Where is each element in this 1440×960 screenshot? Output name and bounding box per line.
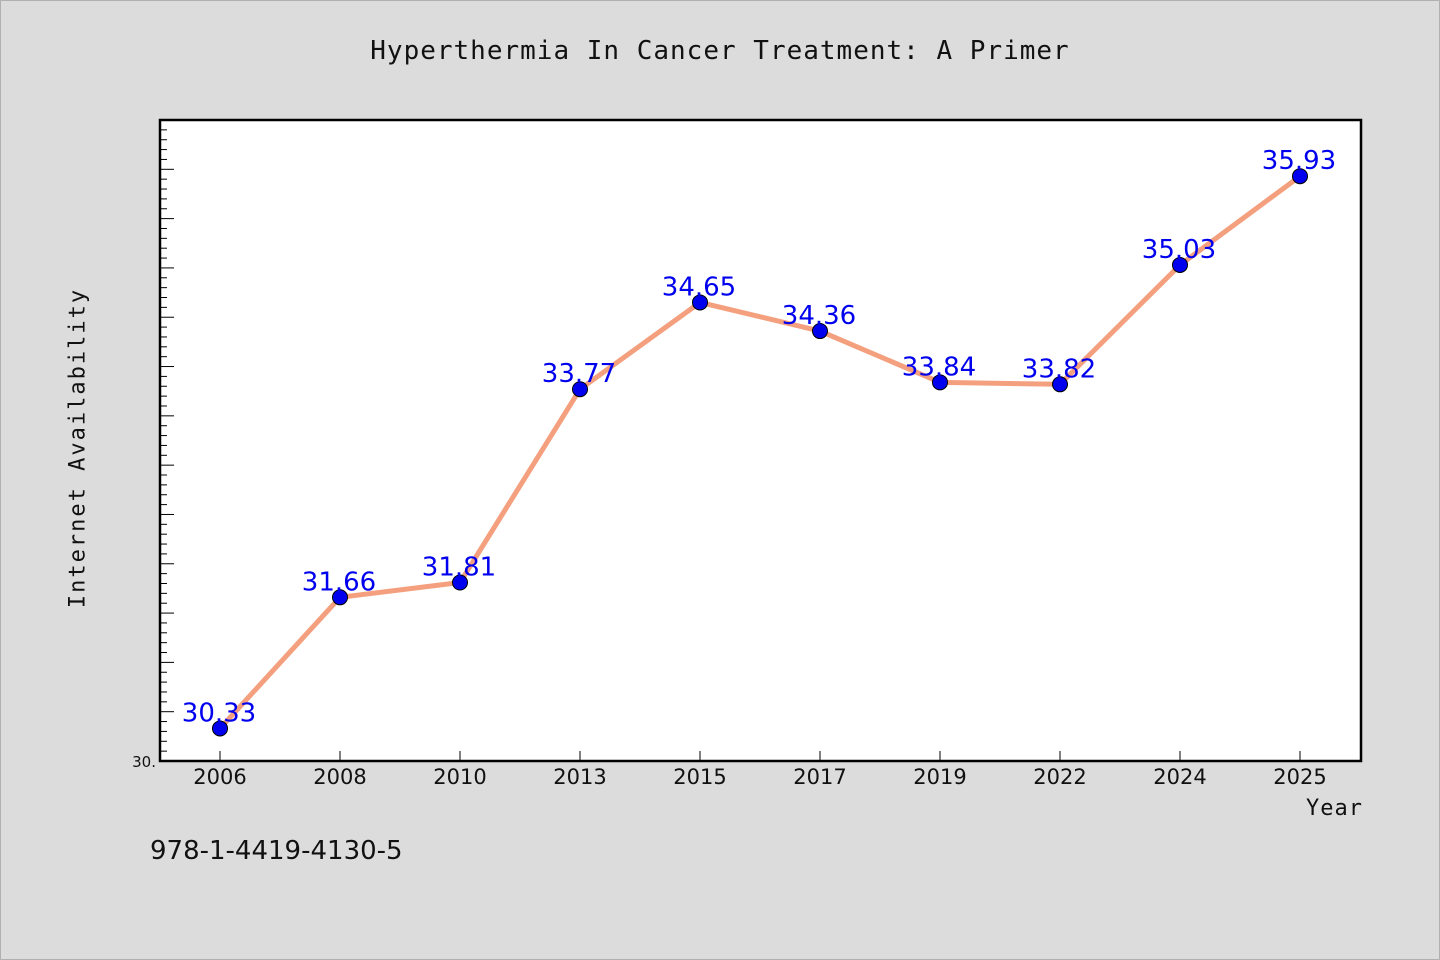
data-label: 33.77 bbox=[542, 359, 616, 389]
data-label: 31.81 bbox=[422, 553, 496, 583]
x-tick-label: 2006 bbox=[193, 765, 246, 789]
data-point bbox=[692, 294, 708, 311]
x-tick-label: 2019 bbox=[913, 765, 966, 789]
data-label: 35.93 bbox=[1262, 146, 1336, 176]
data-point bbox=[1172, 256, 1188, 273]
data-point bbox=[1052, 376, 1068, 393]
series-line bbox=[217, 173, 1303, 731]
series-group: 30.33 31.66 31.81 33.77 34.65 34.36 33.84 33.82… bbox=[182, 146, 1336, 737]
data-label: 30.33 bbox=[182, 698, 256, 728]
x-tick-label: 2025 bbox=[1273, 765, 1326, 789]
data-point bbox=[332, 589, 348, 606]
data-point bbox=[212, 720, 228, 737]
x-tick-label: 2024 bbox=[1153, 765, 1206, 789]
x-axis-ticks: 2006 2008 2010 2013 2015 2017 2019 2022 2024 2025 bbox=[193, 751, 1327, 789]
data-point bbox=[452, 574, 468, 591]
x-tick-label: 2010 bbox=[433, 765, 486, 789]
x-tick-label: 2013 bbox=[553, 765, 606, 789]
chart-title: Hyperthermia In Cancer Treatment: A Prim… bbox=[370, 36, 1070, 66]
data-label: 34.65 bbox=[662, 272, 736, 302]
x-axis-label: Year bbox=[1306, 796, 1363, 821]
data-label: 31.66 bbox=[302, 567, 376, 597]
isbn-footnote: 978-1-4419-4130-5 bbox=[150, 836, 403, 866]
x-tick-label: 2008 bbox=[313, 765, 366, 789]
plot-frame bbox=[158, 118, 1363, 763]
x-tick-label: 2017 bbox=[793, 765, 846, 789]
data-point bbox=[1292, 168, 1308, 185]
data-label: 33.84 bbox=[902, 352, 976, 382]
x-tick-label: 2015 bbox=[673, 765, 726, 789]
data-label: 34.36 bbox=[782, 301, 856, 331]
x-tick-label: 2022 bbox=[1033, 765, 1086, 789]
y-axis-ticks: 30. bbox=[132, 119, 174, 771]
data-point bbox=[932, 374, 948, 391]
data-point bbox=[812, 323, 828, 340]
data-label: 33.82 bbox=[1022, 354, 1096, 384]
y-tick-label: 30. bbox=[132, 753, 156, 771]
data-point bbox=[572, 381, 588, 398]
data-label: 35.03 bbox=[1142, 235, 1216, 265]
